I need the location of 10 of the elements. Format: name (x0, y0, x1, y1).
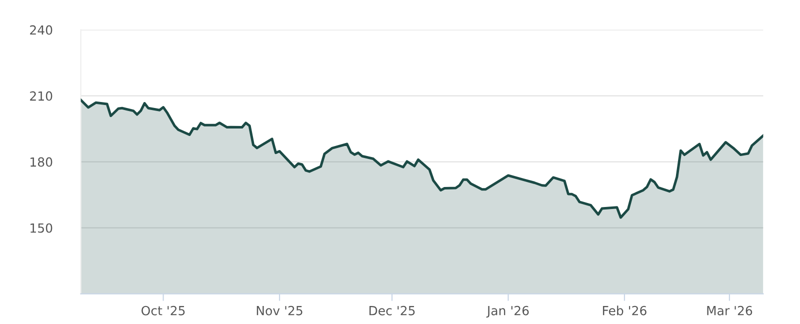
x-tick-label: Mar '26 (707, 306, 752, 316)
x-tick-label: Feb '26 (602, 306, 646, 316)
x-tick-label: Dec '25 (369, 306, 415, 316)
y-tick-label: 150 (30, 223, 52, 233)
y-tick-label: 210 (30, 91, 52, 101)
x-tick-label: Jan '26 (486, 306, 529, 318)
x-tick-label: Oct '25 (142, 306, 185, 316)
y-tick-label: 180 (30, 157, 52, 167)
x-tick-label: Nov '25 (256, 306, 302, 316)
y-tick-label: 240 (30, 25, 52, 35)
